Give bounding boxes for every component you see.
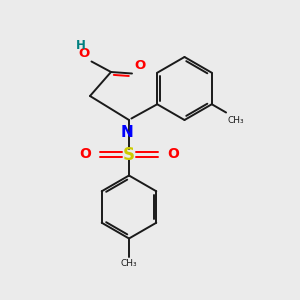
Text: H: H (76, 39, 86, 52)
Text: S: S (123, 146, 135, 164)
Text: O: O (79, 148, 91, 161)
Text: O: O (79, 47, 90, 60)
Text: O: O (167, 148, 179, 161)
Text: CH₃: CH₃ (121, 259, 137, 268)
Text: CH₃: CH₃ (228, 116, 244, 125)
Text: N: N (121, 125, 134, 140)
Text: O: O (134, 59, 146, 72)
